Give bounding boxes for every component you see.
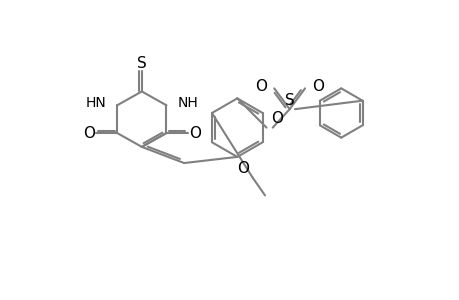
Text: O: O [255,79,267,94]
Text: O: O [236,161,248,176]
Text: HN: HN [85,96,106,110]
Text: NH: NH [177,96,197,110]
Text: O: O [83,125,95,140]
Text: O: O [189,125,201,140]
Text: O: O [311,79,323,94]
Text: S: S [284,93,294,108]
Text: O: O [271,111,283,126]
Text: S: S [137,56,146,71]
